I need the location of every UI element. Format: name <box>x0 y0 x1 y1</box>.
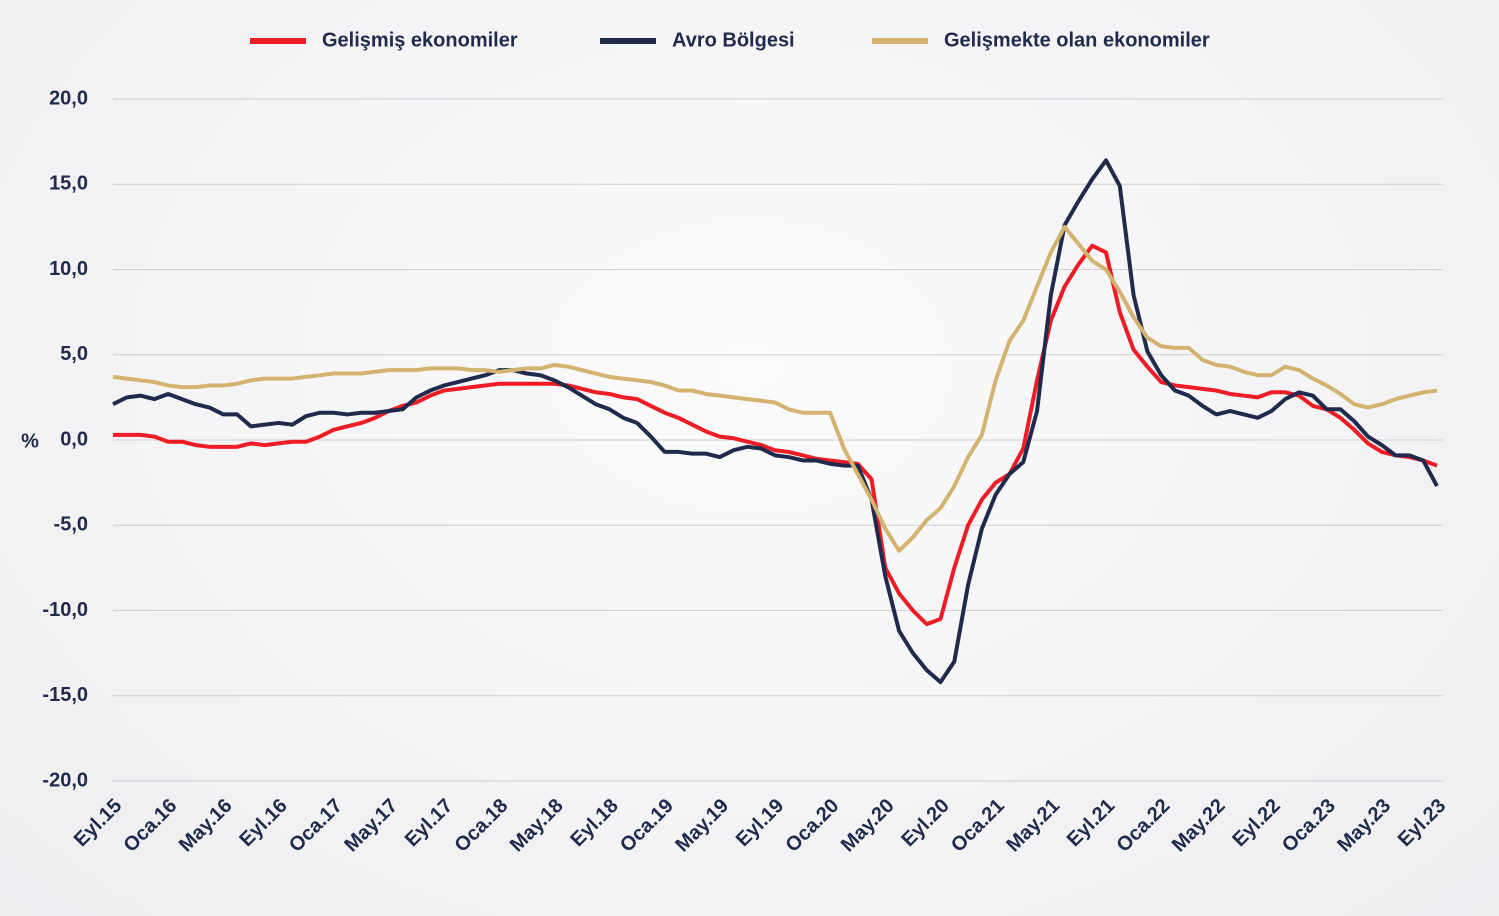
legend-label: Gelişmiş ekonomiler <box>322 29 518 51</box>
y-tick-label: 0,0 <box>60 428 88 450</box>
x-tick-label: Eyl.16 <box>235 795 291 851</box>
x-tick-label: Oca.16 <box>119 795 181 857</box>
x-tick-label: Eyl.22 <box>1228 795 1284 851</box>
x-tick-label: May.17 <box>340 795 402 857</box>
x-tick-label: May.20 <box>837 795 899 857</box>
y-tick-label: -10,0 <box>42 599 88 621</box>
x-tick-label: Oca.21 <box>947 795 1009 857</box>
y-axis-label: % <box>21 430 39 452</box>
y-tick-label: 5,0 <box>60 343 88 365</box>
x-tick-label: May.16 <box>175 795 237 857</box>
x-tick-label: Eyl.18 <box>566 795 622 851</box>
x-tick-label: May.18 <box>506 795 568 857</box>
y-tick-label: 10,0 <box>49 258 88 280</box>
y-tick-label: 20,0 <box>49 87 88 109</box>
x-tick-label: Oca.19 <box>616 795 678 857</box>
x-tick-label: Oca.23 <box>1278 795 1340 857</box>
x-tick-label: Oca.22 <box>1112 795 1174 857</box>
legend-label: Gelişmekte olan ekonomiler <box>944 29 1210 51</box>
y-tick-label: 15,0 <box>49 173 88 195</box>
y-tick-label: -5,0 <box>54 514 88 536</box>
series-line <box>112 158 1439 685</box>
x-tick-label: May.19 <box>671 795 733 857</box>
series-line <box>112 224 1438 553</box>
x-tick-label: Eyl.20 <box>897 795 953 851</box>
x-tick-label: Oca.20 <box>781 795 843 857</box>
y-tick-label: -20,0 <box>42 769 88 791</box>
x-tick-label: Eyl.15 <box>70 795 126 851</box>
x-tick-label: Eyl.19 <box>732 795 788 851</box>
x-tick-label: Oca.17 <box>285 795 347 857</box>
x-tick-label: May.21 <box>1002 795 1064 857</box>
x-tick-label: Eyl.17 <box>401 795 457 851</box>
series-line <box>113 243 1438 627</box>
x-tick-label: Eyl.21 <box>1063 795 1119 851</box>
x-tick-label: May.22 <box>1168 795 1230 857</box>
x-tick-label: Eyl.23 <box>1394 795 1450 851</box>
x-tick-label: May.23 <box>1333 795 1395 857</box>
y-tick-label: -15,0 <box>42 684 88 706</box>
legend-label: Avro Bölgesi <box>672 29 795 51</box>
x-tick-label: Oca.18 <box>450 795 512 857</box>
